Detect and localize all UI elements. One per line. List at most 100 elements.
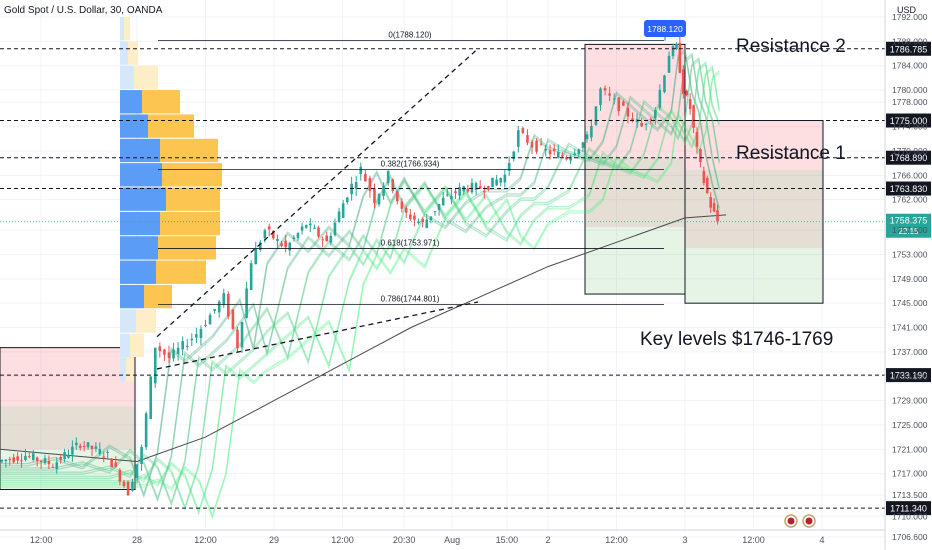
candle-body (333, 222, 337, 236)
candle-body (688, 99, 692, 110)
zone-border-right (684, 120, 824, 304)
candle-body (599, 88, 602, 105)
candle-body (213, 309, 216, 311)
candle-body (530, 141, 534, 148)
candle-body (499, 178, 503, 183)
level-tag-text: 1786.785 (890, 44, 928, 54)
time-tick-label: 28 (132, 535, 142, 545)
candle-body (692, 105, 695, 128)
mid-zone-left (0, 406, 135, 450)
candle-body (429, 216, 433, 221)
candle-body (712, 203, 716, 212)
candle-body (325, 235, 329, 242)
candle-body (254, 248, 258, 265)
candle-body (304, 225, 308, 228)
current-price-text: 1758.375 (890, 216, 928, 226)
current-price-tag (886, 213, 931, 238)
ema-line (0, 58, 720, 507)
candle-countdown: 22:15 (898, 227, 919, 236)
candle-body (118, 470, 122, 482)
vp-bar-up (120, 187, 166, 211)
ema-line (0, 54, 720, 503)
candle-body (417, 221, 420, 223)
key-levels-annotation: Key levels $1746-1769 (640, 329, 834, 350)
trendline-lower (156, 301, 479, 370)
candle-body (204, 324, 207, 326)
ema-line (0, 72, 720, 520)
price-tick-label: 1706.600 (892, 532, 928, 542)
vp-bar-down (130, 333, 144, 357)
candle-body (581, 142, 585, 148)
candle-body (354, 182, 358, 189)
vp-bar-down (166, 187, 220, 211)
vp-bar-up (120, 236, 158, 260)
candle-body (544, 148, 548, 151)
candle-body (413, 215, 416, 220)
price-tick-label: 1770.000 (892, 146, 928, 156)
price-tick-label: 1721.000 (892, 444, 928, 454)
vp-bar-down (124, 17, 130, 41)
candle-body (86, 442, 90, 448)
vp-bar-down (156, 260, 206, 284)
candle-body (131, 481, 134, 491)
vp-bar-up (120, 284, 144, 309)
candle-body (556, 151, 560, 158)
vp-bar-up (120, 163, 162, 187)
ema-line (0, 67, 720, 516)
level-tag-text: 1775.000 (890, 116, 928, 126)
level-tag-text: 1711.340 (890, 504, 927, 514)
candle-body (122, 481, 126, 487)
candle-body (158, 346, 162, 352)
mid-zone-right (685, 169, 823, 249)
candle-body (59, 457, 62, 461)
candle-body (47, 460, 51, 465)
price-tick-label: 1749.000 (892, 274, 928, 284)
level-tag-text: 1763.830 (890, 184, 928, 194)
ema-line (0, 70, 720, 518)
vp-bar-up (120, 260, 156, 284)
candle-body (491, 177, 494, 188)
candle-body (337, 211, 341, 222)
ema-line (0, 65, 720, 514)
zone-border-left (0, 347, 136, 491)
demand-zone-top (585, 227, 685, 295)
candle-body (437, 204, 441, 210)
candle-body (644, 123, 648, 125)
candle-body (478, 186, 482, 189)
candle-body (631, 118, 634, 122)
candle-body (181, 341, 184, 350)
candle-body (114, 462, 118, 467)
candle-body (421, 218, 424, 223)
time-tick-label: 12:00 (742, 535, 765, 545)
candle-body (208, 315, 212, 325)
ema-line (0, 52, 720, 501)
candle-body (617, 97, 621, 112)
level-tag (886, 181, 931, 196)
candle-body (102, 456, 106, 458)
zones (0, 43, 824, 491)
candle-body (190, 338, 194, 341)
candle-body (681, 69, 685, 94)
candle-body (110, 458, 113, 468)
time-tick-label: 15:00 (496, 535, 519, 545)
ema-line (0, 56, 720, 505)
time-axis: 12:00 28 12:00 29 12:00 20:30 Aug 15:00 2 12:00 3 1… (0, 529, 885, 545)
candle-body (663, 75, 666, 93)
candle-body (577, 149, 581, 154)
vp-bar-down (160, 211, 220, 236)
candle-body (199, 328, 203, 338)
candle-body (716, 210, 719, 222)
fib-level-label: 0.786(1744.801) (381, 294, 440, 303)
candle-body (51, 466, 55, 468)
candle-body (16, 456, 19, 461)
level-tag (886, 368, 931, 383)
candle-body (695, 131, 699, 147)
vp-bar-down (126, 357, 134, 382)
candle-body (512, 151, 516, 160)
candle-body (396, 191, 399, 202)
candle-body (43, 458, 47, 464)
candle-body (458, 187, 461, 196)
fib-level-label: 0(1788.120) (388, 31, 431, 40)
candle-body (94, 446, 98, 449)
